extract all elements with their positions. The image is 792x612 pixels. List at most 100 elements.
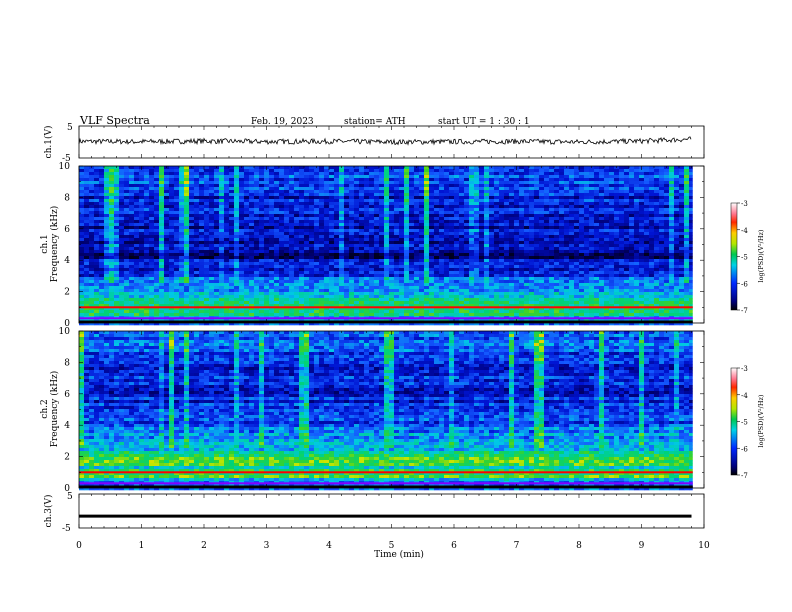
heatmap-cell: [344, 187, 350, 191]
heatmap-cell: [594, 184, 600, 188]
heatmap-cell: [569, 190, 575, 194]
heatmap-cell: [399, 214, 405, 218]
heatmap-cell: [519, 268, 525, 272]
heatmap-cell: [294, 211, 300, 215]
heatmap-cell: [374, 220, 380, 224]
heatmap-cell: [79, 229, 85, 233]
heatmap-cell: [269, 277, 275, 281]
heatmap-cell: [174, 235, 180, 239]
heatmap-cell: [254, 244, 260, 248]
heatmap-cell: [84, 199, 90, 203]
heatmap-cell: [104, 190, 110, 194]
heatmap-cell: [569, 181, 575, 185]
heatmap-cell: [464, 226, 470, 230]
heatmap-cell: [639, 172, 645, 176]
heatmap-cell: [349, 229, 355, 233]
heatmap-cell: [229, 274, 235, 278]
start-time-label: start UT = 1 : 30 : 1: [438, 117, 530, 127]
heatmap-cell: [134, 283, 140, 287]
heatmap-cell: [379, 193, 385, 197]
heatmap-cell: [124, 184, 130, 188]
heatmap-cell: [104, 280, 110, 284]
heatmap-cell: [479, 184, 485, 188]
heatmap-cell: [454, 265, 460, 269]
heatmap-cell: [664, 247, 670, 251]
heatmap-cell: [469, 187, 475, 191]
heatmap-cell: [269, 235, 275, 239]
heatmap-cell: [644, 253, 650, 257]
heatmap-cell: [544, 226, 550, 230]
heatmap-cell: [149, 235, 155, 239]
heatmap-cell: [499, 184, 505, 188]
heatmap-cell: [444, 199, 450, 203]
heatmap-cell: [544, 205, 550, 209]
heatmap-cell: [209, 205, 215, 209]
heatmap-cell: [644, 262, 650, 266]
heatmap-cell: [674, 205, 680, 209]
heatmap-cell: [94, 199, 100, 203]
heatmap-cell: [619, 265, 625, 269]
heatmap-cell: [189, 211, 195, 215]
heatmap-cell: [189, 172, 195, 176]
heatmap-cell: [299, 217, 305, 221]
heatmap-cell: [644, 226, 650, 230]
heatmap-cell: [344, 271, 350, 275]
heatmap-cell: [379, 256, 385, 260]
heatmap-cell: [594, 241, 600, 245]
heatmap-cell: [499, 220, 505, 224]
heatmap-cell: [379, 271, 385, 275]
heatmap-cell: [639, 196, 645, 200]
heatmap-cell: [169, 202, 175, 206]
heatmap-cell: [214, 265, 220, 269]
heatmap-cell: [334, 241, 340, 245]
heatmap-cell: [124, 244, 130, 248]
heatmap-cell: [84, 196, 90, 200]
heatmap-cell: [429, 208, 435, 212]
heatmap-cell: [124, 205, 130, 209]
heatmap-cell: [589, 181, 595, 185]
heatmap-cell: [349, 253, 355, 257]
heatmap-cell: [684, 232, 690, 236]
heatmap-cell: [454, 184, 460, 188]
heatmap-cell: [264, 211, 270, 215]
heatmap-cell: [579, 241, 585, 245]
heatmap-cell: [574, 271, 580, 275]
heatmap-cell: [374, 271, 380, 275]
heatmap-cell: [469, 202, 475, 206]
heatmap-cell: [79, 205, 85, 209]
heatmap-cell: [639, 244, 645, 248]
heatmap-cell: [244, 169, 250, 173]
heatmap-cell: [434, 229, 440, 233]
heatmap-cell: [169, 232, 175, 236]
heatmap-cell: [139, 196, 145, 200]
heatmap-cell: [109, 268, 115, 272]
heatmap-cell: [99, 178, 105, 182]
heatmap-cell: [174, 196, 180, 200]
heatmap-cell: [409, 265, 415, 269]
heatmap-cell: [424, 280, 430, 284]
heatmap-cell: [424, 193, 430, 197]
heatmap-cell: [94, 259, 100, 263]
heatmap-cell: [319, 220, 325, 224]
heatmap-cell: [464, 238, 470, 242]
heatmap-cell: [94, 268, 100, 272]
heatmap-cell: [549, 178, 555, 182]
heatmap-cell: [124, 220, 130, 224]
heatmap-cell: [189, 238, 195, 242]
heatmap-cell: [549, 280, 555, 284]
heatmap-cell: [589, 211, 595, 215]
heatmap-cell: [654, 184, 660, 188]
heatmap-cell: [544, 232, 550, 236]
heatmap-cell: [639, 253, 645, 257]
heatmap-cell: [154, 178, 160, 182]
heatmap-cell: [269, 253, 275, 257]
heatmap-cell: [204, 250, 210, 254]
heatmap-cell: [359, 283, 365, 287]
heatmap-cell: [339, 256, 345, 260]
heatmap-cell: [274, 184, 280, 188]
heatmap-cell: [449, 175, 455, 179]
heatmap-cell: [134, 241, 140, 245]
heatmap-cell: [489, 196, 495, 200]
heatmap-cell: [309, 268, 315, 272]
heatmap-cell: [509, 253, 515, 257]
